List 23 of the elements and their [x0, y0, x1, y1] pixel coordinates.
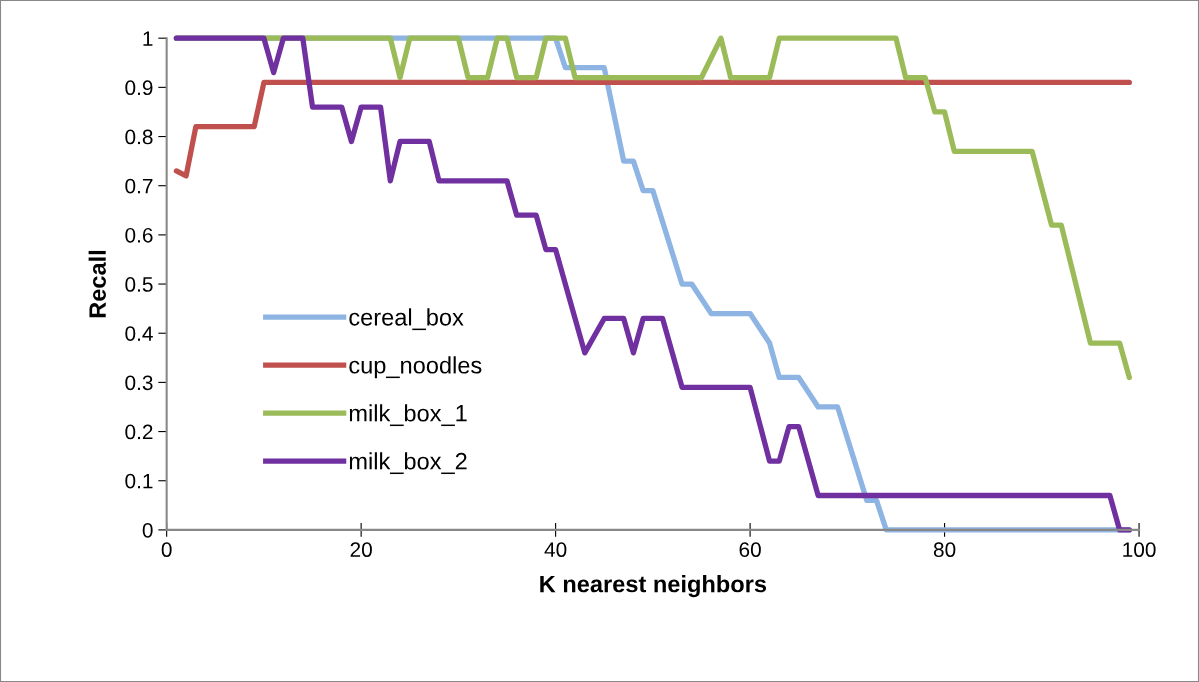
y-tick-label: 0.4 [125, 326, 153, 341]
y-tick-label: 0.6 [125, 227, 153, 243]
y-tick-label: 0.5 [125, 277, 153, 292]
y-tick-label: 0 [142, 522, 153, 538]
y-tick-label: 0.7 [125, 178, 153, 194]
x-tick-label: 100 [1123, 542, 1156, 558]
x-tick-label: 40 [544, 542, 567, 558]
legend-label: milk_box_1 [349, 404, 467, 427]
x-axis-title: K nearest neighbors [540, 575, 767, 598]
y-axis-title: Recall [88, 250, 106, 318]
x-tick-label: 60 [739, 542, 761, 558]
y-tick-label: 0.1 [125, 473, 153, 489]
y-tick-label: 0.2 [125, 424, 153, 440]
legend-label: cup_noodles [349, 356, 482, 379]
legend-label: cereal_box [349, 308, 464, 331]
x-tick-label: 0 [161, 542, 172, 558]
x-tick-label: 20 [350, 542, 372, 558]
y-tick-label: 0.3 [125, 375, 153, 391]
x-tick-label: 80 [933, 542, 956, 558]
y-tick-label: 0.8 [125, 129, 153, 145]
y-tick-label: 1 [143, 31, 153, 46]
legend-label: milk_box_2 [349, 452, 467, 475]
y-tick-label: 0.9 [125, 80, 153, 96]
